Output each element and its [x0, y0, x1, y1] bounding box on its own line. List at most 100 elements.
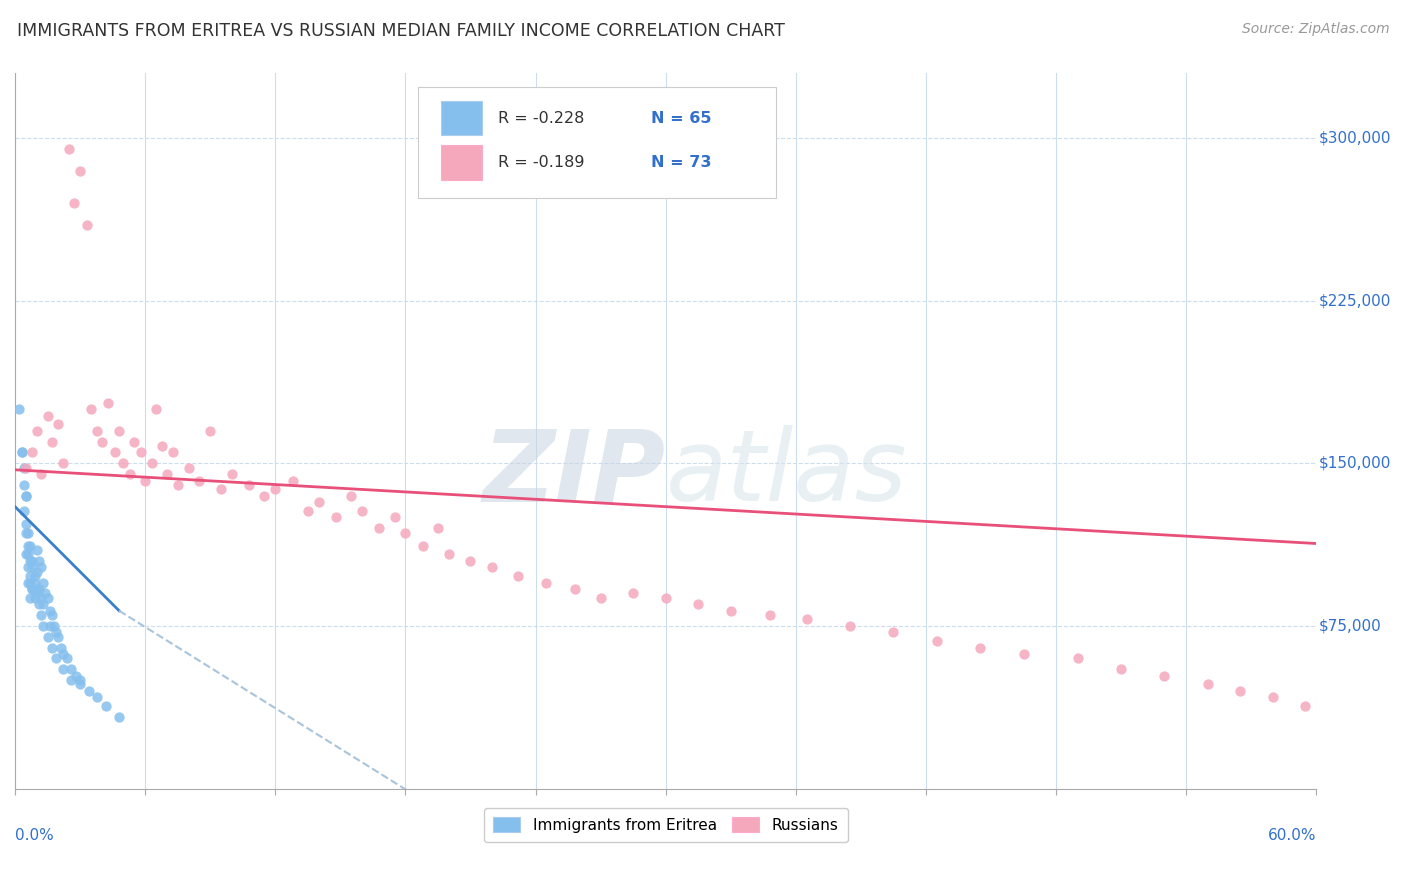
Point [32, 619, 55, 633]
Point [37, 630, 59, 644]
Point [25, 586, 48, 600]
Point [221, 467, 243, 482]
Text: $225,000: $225,000 [1319, 293, 1392, 308]
Point [28, 582, 51, 596]
Point [21, 582, 44, 596]
Point [97, 395, 120, 409]
FancyBboxPatch shape [419, 87, 776, 198]
Point [24, 575, 46, 590]
Point [24, 591, 46, 605]
Point [564, 582, 586, 596]
Point [426, 521, 449, 535]
Point [758, 608, 780, 623]
Point [368, 521, 391, 535]
Point [69, 163, 91, 178]
Point [69, 677, 91, 691]
Point [38, 604, 60, 618]
Point [34, 586, 56, 600]
Point [80, 402, 103, 417]
Point [350, 504, 373, 518]
Point [49, 640, 72, 655]
Point [86, 424, 108, 438]
Point [18, 591, 41, 605]
Point [481, 560, 503, 574]
Point [52, 456, 75, 470]
Point [536, 575, 558, 590]
Text: atlas: atlas [665, 425, 907, 522]
Point [18, 554, 41, 568]
FancyBboxPatch shape [440, 101, 482, 136]
Point [24, 569, 46, 583]
Point [42, 619, 65, 633]
Point [8, 402, 31, 417]
Point [112, 456, 135, 470]
Point [28, 554, 51, 568]
Point [394, 525, 416, 540]
Point [86, 690, 108, 705]
Text: Source: ZipAtlas.com: Source: ZipAtlas.com [1241, 22, 1389, 37]
Point [38, 619, 60, 633]
Point [13, 478, 35, 492]
Point [839, 619, 862, 633]
Point [134, 474, 156, 488]
Point [14, 547, 37, 561]
Point [18, 539, 41, 553]
Point [14, 489, 37, 503]
Text: N = 73: N = 73 [651, 155, 711, 169]
Point [13, 504, 35, 518]
Point [925, 634, 948, 648]
Point [688, 597, 710, 611]
Point [14, 516, 37, 531]
Text: R = -0.228: R = -0.228 [498, 111, 583, 126]
Point [10, 445, 32, 459]
Point [30, 591, 52, 605]
Text: N = 65: N = 65 [651, 111, 711, 126]
Point [30, 467, 52, 482]
Point [412, 539, 434, 553]
Point [308, 495, 330, 509]
Text: 0.0%: 0.0% [15, 828, 53, 843]
Point [1197, 677, 1219, 691]
Point [30, 560, 52, 574]
Point [60, 662, 83, 676]
Text: $300,000: $300,000 [1319, 130, 1392, 145]
Point [76, 218, 98, 232]
Point [145, 402, 167, 417]
Text: R = -0.189: R = -0.189 [498, 155, 585, 169]
Point [32, 597, 55, 611]
Point [18, 575, 41, 590]
Point [69, 673, 91, 687]
Text: IMMIGRANTS FROM ERITREA VS RUSSIAN MEDIAN FAMILY INCOME CORRELATION CHART: IMMIGRANTS FROM ERITREA VS RUSSIAN MEDIA… [17, 22, 785, 40]
Legend: Immigrants from Eritrea, Russians: Immigrants from Eritrea, Russians [484, 808, 848, 842]
Point [21, 582, 44, 596]
Point [654, 591, 676, 605]
Point [589, 591, 612, 605]
Point [17, 547, 39, 561]
Point [28, 597, 51, 611]
Point [340, 489, 363, 503]
FancyBboxPatch shape [440, 145, 482, 179]
Point [384, 510, 406, 524]
Point [25, 565, 48, 579]
Point [166, 478, 188, 492]
Point [621, 586, 644, 600]
Point [18, 569, 41, 583]
Point [65, 669, 87, 683]
Point [297, 504, 319, 518]
Point [882, 625, 904, 640]
Point [177, 460, 200, 475]
Point [37, 591, 59, 605]
Text: $75,000: $75,000 [1319, 618, 1382, 633]
Point [25, 582, 48, 596]
Point [129, 445, 152, 459]
Point [264, 483, 287, 497]
Text: 60.0%: 60.0% [1268, 828, 1316, 843]
Point [32, 575, 55, 590]
Point [969, 640, 991, 655]
Point [508, 569, 530, 583]
Point [52, 662, 75, 676]
Point [77, 684, 100, 698]
Point [41, 640, 63, 655]
Point [253, 489, 276, 503]
Point [30, 608, 52, 623]
